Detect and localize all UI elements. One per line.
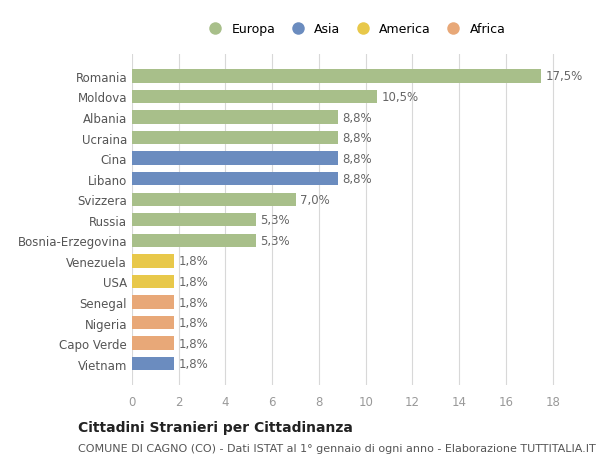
Text: 8,8%: 8,8% <box>343 132 372 145</box>
Bar <box>132 132 338 145</box>
Text: 1,8%: 1,8% <box>179 337 208 350</box>
Text: 1,8%: 1,8% <box>179 255 208 268</box>
Legend: Europa, Asia, America, Africa: Europa, Asia, America, Africa <box>197 18 511 41</box>
Text: 10,5%: 10,5% <box>382 91 419 104</box>
Bar <box>132 152 338 165</box>
Text: 1,8%: 1,8% <box>179 296 208 309</box>
Text: 8,8%: 8,8% <box>343 152 372 165</box>
Text: 5,3%: 5,3% <box>260 214 290 227</box>
Bar <box>132 70 541 84</box>
Bar <box>132 213 256 227</box>
Text: 8,8%: 8,8% <box>343 111 372 124</box>
Bar <box>132 173 338 186</box>
Bar <box>132 275 174 289</box>
Bar <box>132 296 174 309</box>
Bar <box>132 337 174 350</box>
Text: 5,3%: 5,3% <box>260 235 290 247</box>
Bar <box>132 234 256 247</box>
Text: 7,0%: 7,0% <box>300 193 330 206</box>
Text: COMUNE DI CAGNO (CO) - Dati ISTAT al 1° gennaio di ogni anno - Elaborazione TUTT: COMUNE DI CAGNO (CO) - Dati ISTAT al 1° … <box>78 443 596 453</box>
Bar <box>132 193 296 207</box>
Bar <box>132 316 174 330</box>
Bar <box>132 255 174 268</box>
Text: 1,8%: 1,8% <box>179 316 208 330</box>
Bar <box>132 111 338 124</box>
Text: 1,8%: 1,8% <box>179 275 208 288</box>
Text: 8,8%: 8,8% <box>343 173 372 186</box>
Text: 1,8%: 1,8% <box>179 358 208 370</box>
Bar <box>132 357 174 370</box>
Text: Cittadini Stranieri per Cittadinanza: Cittadini Stranieri per Cittadinanza <box>78 420 353 434</box>
Text: 17,5%: 17,5% <box>545 70 583 83</box>
Bar <box>132 90 377 104</box>
